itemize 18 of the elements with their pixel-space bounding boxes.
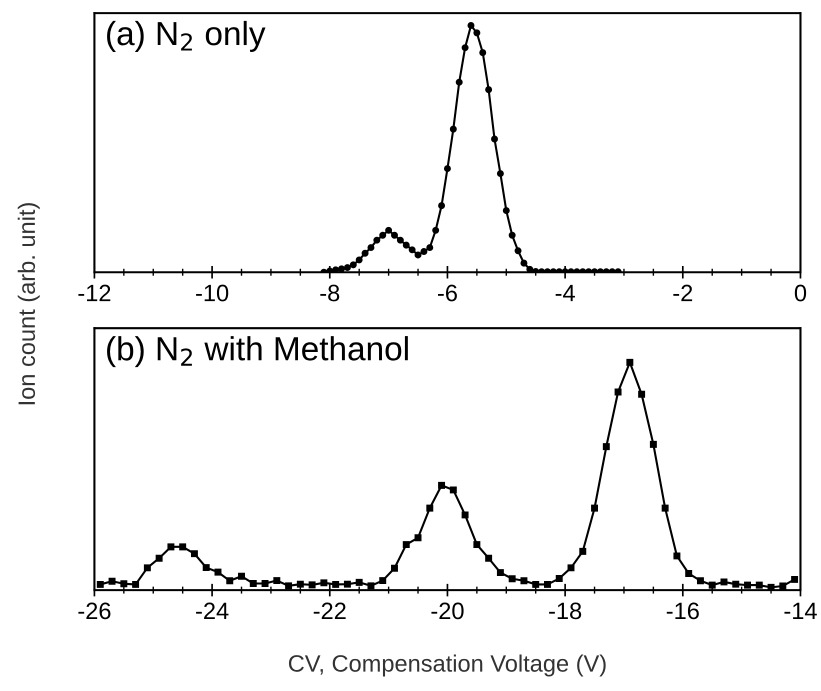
x-tick-label: -12: [78, 284, 110, 302]
x-tick-label: -2: [673, 284, 692, 302]
x-tick-label: 0: [794, 284, 806, 302]
x-tick-label: -22: [314, 602, 346, 620]
x-axis-title: CV, Compensation Voltage (V): [288, 654, 606, 676]
y-axis-title: Ion count (arb. unit): [18, 203, 40, 404]
x-tick-label: -10: [196, 284, 228, 302]
x-tick-label: -20: [431, 602, 464, 620]
x-tick-label: -18: [549, 602, 582, 620]
x-tick-label: -6: [438, 284, 457, 302]
chart-title: (b) N$_{2}$ with Methanol: [107, 336, 408, 368]
x-tick-label: -14: [784, 602, 817, 620]
x-tick-label: -8: [320, 284, 340, 302]
x-tick-label: -16: [666, 602, 699, 620]
x-tick-label: -26: [78, 602, 110, 620]
chart-title: (a) N$_{2}$ only: [107, 20, 266, 52]
x-tick-label: -4: [556, 284, 575, 302]
x-tick-label: -24: [196, 602, 228, 620]
